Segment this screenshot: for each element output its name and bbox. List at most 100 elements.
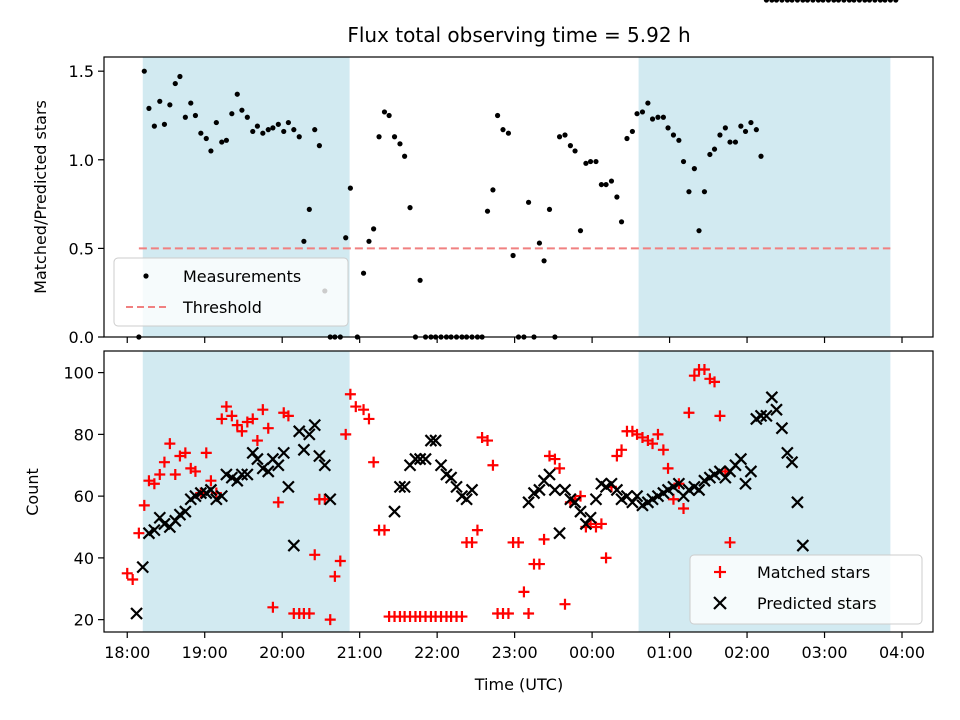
matched-star-point xyxy=(309,549,321,561)
top-y-ticks: 0.0 0.5 1.0 1.5 xyxy=(69,62,104,347)
matched-star-point xyxy=(164,438,176,450)
matched-star-point xyxy=(358,404,370,416)
predicted-star-point xyxy=(734,452,748,466)
measurement-point xyxy=(270,125,276,131)
predicted-star-point xyxy=(136,560,150,574)
measurement-point xyxy=(825,0,832,3)
measurement-point xyxy=(711,146,718,152)
matched-star-point xyxy=(513,536,524,548)
measurement-point xyxy=(665,125,671,131)
measurement-point xyxy=(208,148,214,154)
predicted-star-point xyxy=(744,465,758,478)
predicted-star-point xyxy=(241,468,254,481)
predicted-star-point xyxy=(130,607,143,620)
matched-star-point xyxy=(523,607,535,619)
x-tick-label: 04:00 xyxy=(879,643,925,662)
measurement-point xyxy=(820,0,826,3)
measurement-point xyxy=(645,100,651,106)
bottom-axes: 20 40 60 80 100 18:00 19:00 20:00 21:00 22:00 23:… xyxy=(23,351,934,694)
measurement-point xyxy=(866,0,873,3)
predicted-star-point xyxy=(574,505,587,518)
legend-measurements-marker xyxy=(143,273,149,279)
measurements-series xyxy=(136,0,899,340)
matched-star-point xyxy=(502,607,514,619)
x-tick-label: 23:00 xyxy=(492,643,538,662)
measurement-point xyxy=(347,185,353,191)
matched-star-point xyxy=(652,428,664,440)
predicted-star-point xyxy=(292,425,306,438)
measurement-point xyxy=(177,73,183,80)
measurement-point xyxy=(727,139,733,145)
measurement-point xyxy=(815,0,821,3)
matched-star-point xyxy=(724,536,736,548)
measurement-point xyxy=(779,0,785,3)
matched-star-point xyxy=(709,376,721,388)
measurement-point xyxy=(717,132,723,138)
measurement-point xyxy=(146,105,152,111)
predicted-star-point xyxy=(434,458,448,472)
measurement-point xyxy=(603,181,609,188)
measurement-point xyxy=(618,219,625,225)
measurement-point xyxy=(360,270,367,276)
matched-star-point xyxy=(133,527,145,539)
matched-star-point xyxy=(683,407,695,419)
predicted-star-point xyxy=(287,539,301,552)
measurement-point xyxy=(397,141,403,147)
matched-star-point xyxy=(482,435,494,447)
matched-star-point xyxy=(554,462,566,474)
matched-stars-series xyxy=(121,364,736,626)
measurement-point xyxy=(769,0,775,3)
measurement-point xyxy=(789,0,795,3)
predicted-star-point xyxy=(533,483,546,497)
matched-star-point xyxy=(231,419,243,431)
matched-star-point xyxy=(179,447,191,459)
bottom-legend: Matched stars Predicted stars xyxy=(689,554,923,625)
measurement-point xyxy=(494,112,501,119)
measurement-point xyxy=(587,158,594,165)
measurement-point xyxy=(722,125,728,131)
predicted-star-point xyxy=(388,505,401,518)
measurement-point xyxy=(265,127,271,133)
matched-star-point xyxy=(363,413,375,425)
predicted-star-point xyxy=(313,449,326,463)
measurement-point xyxy=(219,139,225,145)
measurement-point xyxy=(391,134,398,140)
matched-star-point xyxy=(226,410,238,422)
predicted-star-point xyxy=(460,492,473,506)
matched-star-point xyxy=(559,598,571,610)
bottom-legend-box xyxy=(689,554,923,625)
measurement-point xyxy=(536,240,543,246)
matched-star-point xyxy=(247,413,259,425)
matched-star-point xyxy=(200,447,212,459)
legend-predicted-marker xyxy=(713,596,727,610)
measurement-point xyxy=(773,0,780,3)
measurement-point xyxy=(223,137,230,143)
measurement-point xyxy=(234,91,240,97)
predicted-star-point xyxy=(558,483,572,497)
measurement-point xyxy=(583,160,589,166)
matched-star-point xyxy=(121,567,133,579)
matched-star-point xyxy=(148,478,160,490)
measurement-point xyxy=(402,153,408,159)
measurement-point xyxy=(614,194,620,200)
predicted-stars-series xyxy=(130,392,810,620)
x-tick-label: 19:00 xyxy=(182,643,228,662)
measurement-point xyxy=(188,100,194,106)
matched-star-point xyxy=(616,444,628,456)
matched-star-point xyxy=(549,453,561,465)
measurement-point xyxy=(680,158,687,165)
x-tick-label: 01:00 xyxy=(647,643,693,662)
predicted-star-point xyxy=(610,483,624,497)
predicted-star-point xyxy=(297,443,311,457)
predicted-star-point xyxy=(251,452,264,466)
predicted-star-point xyxy=(424,434,438,447)
matched-star-point xyxy=(251,435,263,447)
measurement-point xyxy=(856,0,862,3)
matched-star-point xyxy=(220,401,232,413)
measurement-point xyxy=(157,98,163,104)
measurement-point xyxy=(213,119,219,126)
shaded-interval-2 xyxy=(638,57,891,337)
matched-star-point xyxy=(272,496,284,508)
measurement-point xyxy=(598,181,605,188)
measurement-point xyxy=(738,123,744,129)
